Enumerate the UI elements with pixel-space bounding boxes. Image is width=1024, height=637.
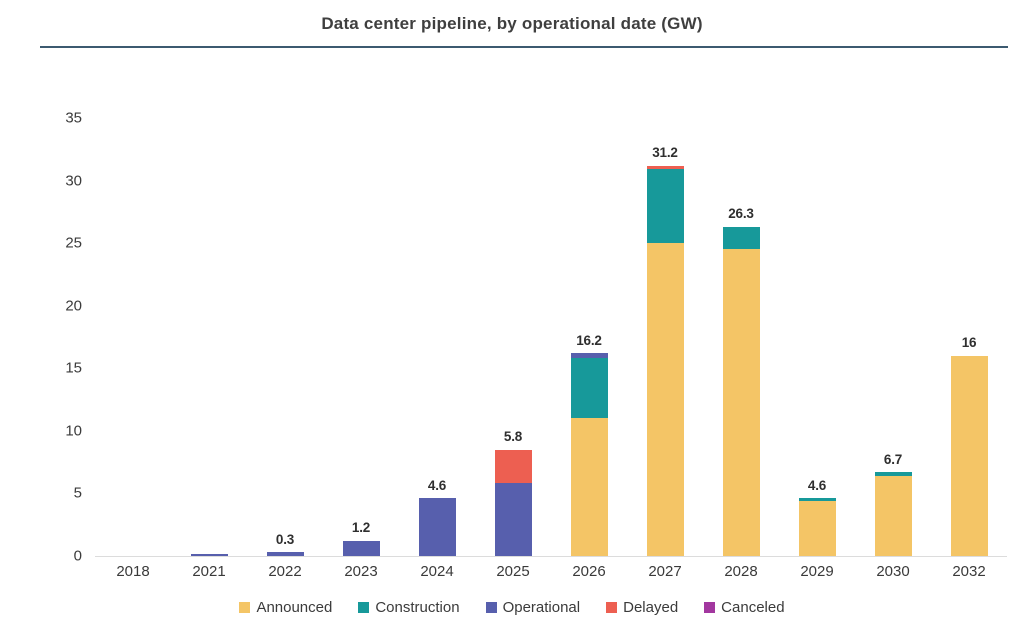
y-axis: 0 5 10 15 20 25 30 35	[28, 111, 82, 564]
legend-swatch	[485, 602, 497, 613]
legend-item-announced: Announced	[239, 599, 332, 616]
bar-segment-delayed-2027	[646, 165, 684, 170]
plot-area: 0.3 1.2 4.6 5.8 16.2 31.2 26.3 4.6 6.7 16	[95, 118, 1007, 557]
y-tick-label: 5	[73, 484, 82, 502]
bar-value-label: 4.6	[427, 477, 447, 493]
bar-group-2023: 1.2	[323, 118, 399, 556]
legend-swatch	[606, 602, 618, 613]
bar-value-label: 26.3	[728, 206, 754, 222]
x-tick-label-2023: 2023	[344, 563, 378, 580]
legend-item-canceled: Canceled	[704, 599, 785, 616]
bar-group-2021	[171, 118, 247, 556]
legend-label: Construction	[375, 599, 460, 616]
x-tick-label-2018: 2018	[116, 563, 150, 580]
bar-segment-announced-2032	[950, 355, 988, 556]
bar-group-2018	[95, 118, 171, 556]
x-tick-label-2025: 2025	[496, 563, 530, 580]
x-tick-label-2026: 2026	[572, 563, 606, 580]
bar-value-label: 16.2	[576, 332, 602, 348]
legend-item-construction: Construction	[358, 599, 460, 616]
legend: Announced Construction Operational Delayed C…	[0, 599, 1024, 616]
bar-value-label: 5.8	[503, 429, 523, 445]
y-tick-label: 0	[73, 547, 82, 565]
bar-segment-operational-2026	[570, 353, 608, 359]
chart-title: Data center pipeline, by operational dat…	[321, 14, 703, 33]
bar-segment-construction-2026	[570, 358, 608, 419]
bar-group-2029: 4.6	[779, 118, 855, 556]
bar-segment-operational-2024	[418, 498, 456, 556]
x-tick-label-2022: 2022	[268, 563, 302, 580]
x-tick-label-2032: 2032	[952, 563, 986, 580]
bar-value-label: 1.2	[351, 520, 371, 536]
bar-segment-operational-2021	[190, 553, 228, 556]
bar-segment-construction-2030	[874, 472, 912, 476]
bar-value-label: 31.2	[652, 145, 678, 161]
legend-label: Delayed	[623, 599, 679, 616]
legend-label: Operational	[502, 599, 581, 616]
bar-group-2024: 4.6	[399, 118, 475, 556]
y-tick-label: 10	[65, 422, 82, 440]
bar-group-2022: 0.3	[247, 118, 323, 556]
bar-segment-operational-2025	[494, 483, 532, 556]
legend-item-delayed: Delayed	[606, 599, 678, 616]
bar-segment-delayed-2025	[494, 449, 532, 484]
y-tick-label: 15	[65, 359, 82, 377]
y-tick-label: 30	[65, 172, 82, 190]
legend-label: Canceled	[721, 599, 785, 616]
bar-group-2026: 16.2	[551, 118, 627, 556]
bar-value-label: 16	[961, 335, 977, 351]
bar-segment-announced-2029	[798, 500, 836, 556]
y-tick-label: 35	[65, 109, 82, 127]
bar-value-label: 4.6	[807, 477, 827, 493]
y-tick-label: 20	[65, 297, 82, 315]
x-tick-label-2027: 2027	[648, 563, 682, 580]
bar-segment-operational-2022	[266, 552, 304, 556]
bar-group-2027: 31.2	[627, 118, 703, 556]
bar-group-2025: 5.8	[475, 118, 551, 556]
x-tick-label-2024: 2024	[420, 563, 454, 580]
legend-item-operational: Operational	[485, 599, 581, 616]
legend-label: Announced	[256, 599, 333, 616]
x-tick-label-2030: 2030	[876, 563, 910, 580]
legend-swatch	[358, 602, 370, 613]
bar-segment-construction-2027	[646, 169, 684, 244]
bar-segment-announced-2028	[722, 249, 760, 556]
bar-segment-construction-2028	[722, 226, 760, 250]
bar-segment-construction-2029	[798, 498, 836, 501]
bar-group-2028: 26.3	[703, 118, 779, 556]
bar-segment-operational-2023	[342, 540, 380, 556]
x-axis: 2018 2021 2022 2023 2024 2025 2026 2027 2028 2029…	[95, 563, 1007, 580]
title-underline-rule	[40, 46, 1008, 48]
bar-value-label: 6.7	[883, 451, 903, 467]
bar-group-2030: 6.7	[855, 118, 931, 556]
legend-swatch	[239, 602, 251, 613]
legend-swatch	[704, 602, 716, 613]
x-tick-label-2029: 2029	[800, 563, 834, 580]
x-tick-label-2028: 2028	[724, 563, 758, 580]
bar-segment-announced-2026	[570, 418, 608, 556]
y-tick-label: 25	[65, 234, 82, 252]
bar-group-2032: 16	[931, 118, 1007, 556]
bar-segment-announced-2030	[874, 475, 912, 556]
x-tick-label-2021: 2021	[192, 563, 226, 580]
bar-segment-announced-2027	[646, 243, 684, 556]
bar-value-label: 0.3	[275, 531, 295, 547]
